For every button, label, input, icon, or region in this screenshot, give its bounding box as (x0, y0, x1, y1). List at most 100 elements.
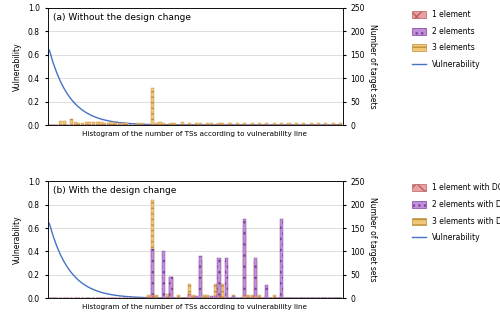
Bar (66, 124, 70, 125)
Bar (266, 285, 268, 298)
Bar (59, 124, 62, 125)
Bar (243, 228, 246, 298)
Bar (302, 123, 306, 125)
Bar (254, 124, 258, 125)
Bar (317, 123, 320, 125)
Bar (151, 124, 154, 125)
Bar (107, 123, 110, 125)
Bar (232, 296, 235, 298)
Bar (196, 296, 198, 298)
Bar (158, 122, 162, 125)
Y-axis label: Vulnerability: Vulnerability (13, 42, 22, 91)
Bar (221, 124, 224, 125)
Bar (218, 258, 220, 298)
Legend: 1 element, 2 elements, 3 elements, Vulnerability: 1 element, 2 elements, 3 elements, Vulne… (411, 10, 481, 70)
Bar (103, 123, 106, 125)
Text: (a) Without the design change: (a) Without the design change (54, 13, 192, 22)
Bar (202, 124, 206, 125)
Bar (151, 249, 154, 298)
Bar (280, 123, 283, 125)
Bar (221, 123, 224, 125)
Bar (295, 124, 298, 125)
Bar (92, 122, 95, 125)
Bar (148, 124, 150, 125)
Bar (202, 294, 206, 298)
Bar (272, 123, 276, 125)
Bar (339, 123, 342, 125)
Bar (232, 294, 235, 298)
Bar (272, 294, 276, 298)
Bar (206, 123, 210, 125)
Bar (214, 296, 217, 298)
Bar (199, 123, 202, 125)
Bar (291, 124, 294, 125)
Bar (210, 296, 213, 298)
Legend: 1 element with DC, 2 elements with DC, 3 elements with DC, Vulnerability: 1 element with DC, 2 elements with DC, 3… (411, 183, 500, 243)
Bar (214, 284, 217, 298)
Bar (254, 296, 258, 298)
X-axis label: Histogram of the number of TSs according to vulnerability line: Histogram of the number of TSs according… (82, 304, 308, 310)
Bar (70, 119, 73, 125)
Bar (162, 251, 165, 298)
Bar (132, 124, 136, 125)
Bar (188, 293, 191, 298)
Bar (170, 277, 172, 298)
Bar (199, 261, 202, 298)
Bar (151, 200, 154, 298)
Bar (266, 123, 268, 125)
Bar (55, 124, 58, 125)
Bar (243, 294, 246, 298)
Bar (254, 261, 258, 298)
Bar (236, 123, 239, 125)
Bar (288, 123, 290, 125)
Bar (110, 124, 114, 125)
Bar (96, 124, 99, 125)
Bar (177, 294, 180, 298)
Bar (192, 294, 194, 298)
Bar (118, 123, 121, 125)
Bar (188, 123, 191, 125)
Bar (240, 124, 242, 125)
Bar (247, 294, 250, 298)
Bar (258, 123, 261, 125)
Bar (110, 122, 114, 125)
Bar (228, 123, 232, 125)
Bar (314, 124, 316, 125)
Bar (328, 124, 331, 125)
Bar (162, 123, 165, 125)
Bar (280, 294, 283, 298)
Bar (225, 258, 228, 298)
Bar (280, 219, 283, 298)
Bar (125, 123, 128, 125)
Bar (324, 123, 328, 125)
Bar (236, 124, 239, 125)
Bar (310, 123, 312, 125)
Bar (254, 258, 258, 298)
Bar (151, 88, 154, 125)
Bar (221, 284, 224, 298)
Bar (180, 124, 184, 125)
Bar (151, 294, 154, 298)
Bar (310, 124, 312, 125)
Bar (140, 123, 143, 125)
Bar (84, 122, 88, 125)
Bar (250, 123, 254, 125)
Bar (180, 122, 184, 125)
Bar (114, 123, 117, 125)
Bar (114, 124, 117, 125)
Bar (188, 284, 191, 298)
Bar (96, 122, 99, 125)
Bar (266, 294, 268, 298)
Bar (272, 124, 276, 125)
Bar (88, 122, 92, 125)
Bar (148, 294, 150, 298)
Bar (122, 124, 124, 125)
Bar (154, 294, 158, 298)
Bar (166, 293, 169, 298)
Bar (243, 123, 246, 125)
Bar (170, 124, 172, 125)
Bar (250, 294, 254, 298)
Bar (218, 124, 220, 125)
Bar (136, 123, 140, 125)
Y-axis label: Number of target sets: Number of target sets (368, 197, 377, 282)
